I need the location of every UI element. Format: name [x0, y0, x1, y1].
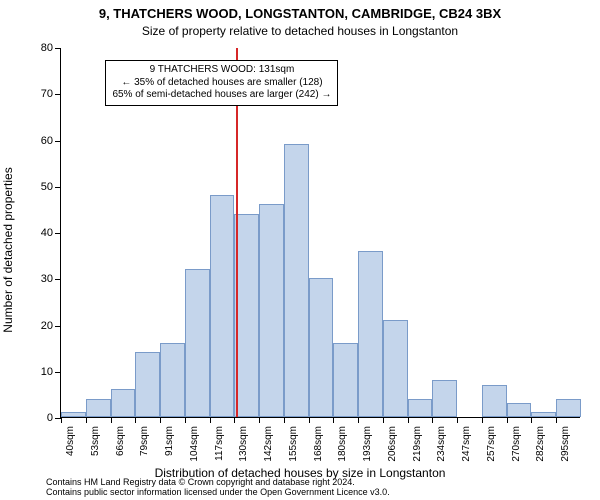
histogram-bar	[86, 399, 111, 418]
histogram-bar	[259, 204, 284, 417]
x-tick	[111, 417, 112, 423]
x-tick	[383, 417, 384, 423]
x-tick	[482, 417, 483, 423]
x-tick	[358, 417, 359, 423]
chart-title: 9, THATCHERS WOOD, LONGSTANTON, CAMBRIDG…	[0, 6, 600, 21]
plot-area: 01020304050607080 40sqm53sqm66sqm79sqm91…	[60, 48, 580, 418]
histogram-bar	[309, 278, 334, 417]
x-tick	[234, 417, 235, 423]
annotation: 9 THATCHERS WOOD: 131sqm← 35% of detache…	[105, 60, 338, 106]
y-tick-label: 70	[41, 88, 61, 100]
y-tick-label: 50	[41, 181, 61, 193]
histogram-bar	[531, 412, 556, 417]
x-tick	[408, 417, 409, 423]
x-tick	[507, 417, 508, 423]
annotation-line: ← 35% of detached houses are smaller (12…	[112, 77, 331, 90]
x-tick	[210, 417, 211, 423]
y-tick-label: 40	[41, 227, 61, 239]
chart-container: 9, THATCHERS WOOD, LONGSTANTON, CAMBRIDG…	[0, 0, 600, 500]
x-tick	[531, 417, 532, 423]
x-tick	[432, 417, 433, 423]
x-tick	[185, 417, 186, 423]
x-tick	[160, 417, 161, 423]
y-tick-label: 10	[41, 366, 61, 378]
x-tick	[457, 417, 458, 423]
histogram-bar	[333, 343, 358, 417]
histogram-bar	[284, 144, 309, 417]
x-tick	[309, 417, 310, 423]
y-axis-label: Number of detached properties	[1, 167, 15, 332]
histogram-bar	[556, 399, 581, 418]
x-tick	[556, 417, 557, 423]
x-tick	[333, 417, 334, 423]
x-tick	[86, 417, 87, 423]
histogram-bar	[507, 403, 532, 417]
histogram-bar	[111, 389, 136, 417]
histogram-bar	[210, 195, 235, 417]
histogram-bar	[408, 399, 433, 418]
histogram-bar	[160, 343, 185, 417]
x-tick	[284, 417, 285, 423]
footer-line-2: Contains public sector information licen…	[46, 488, 590, 498]
histogram-bar	[185, 269, 210, 417]
y-tick-label: 60	[41, 135, 61, 147]
histogram-bar	[135, 352, 160, 417]
y-tick-label: 20	[41, 320, 61, 332]
y-tick-label: 0	[47, 412, 61, 424]
y-tick-label: 30	[41, 273, 61, 285]
histogram-bar	[358, 251, 383, 418]
annotation-line: 9 THATCHERS WOOD: 131sqm	[112, 64, 331, 77]
x-tick	[259, 417, 260, 423]
histogram-bar	[482, 385, 507, 417]
annotation-line: 65% of semi-detached houses are larger (…	[112, 89, 331, 102]
histogram-bar	[432, 380, 457, 417]
y-tick-label: 80	[41, 42, 61, 54]
x-tick	[61, 417, 62, 423]
histogram-bar	[383, 320, 408, 417]
histogram-bar	[61, 412, 86, 417]
footer-attribution: Contains HM Land Registry data © Crown c…	[46, 478, 590, 498]
chart-subtitle: Size of property relative to detached ho…	[0, 24, 600, 38]
x-tick	[135, 417, 136, 423]
